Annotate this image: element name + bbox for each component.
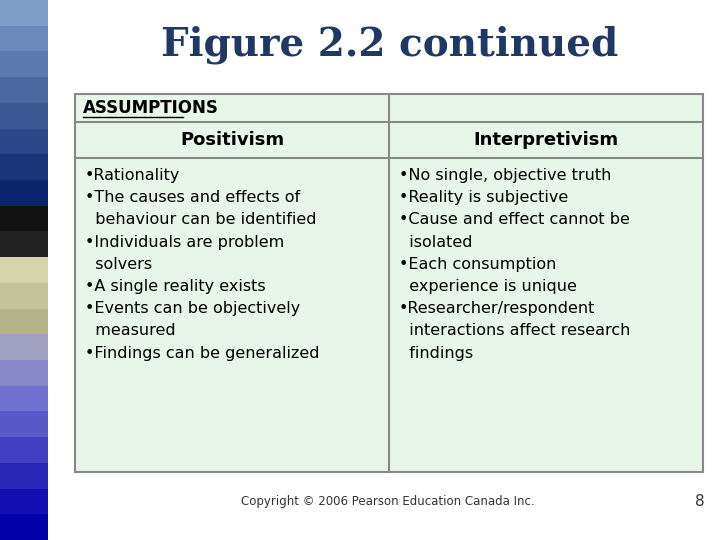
- FancyBboxPatch shape: [0, 411, 48, 437]
- FancyBboxPatch shape: [0, 514, 48, 540]
- FancyBboxPatch shape: [0, 26, 48, 51]
- FancyBboxPatch shape: [0, 180, 48, 206]
- FancyBboxPatch shape: [0, 51, 48, 77]
- Text: •Rationality
•The causes and effects of
  behaviour can be identified
•Individua: •Rationality •The causes and effects of …: [85, 168, 320, 361]
- Text: Interpretivism: Interpretivism: [474, 131, 618, 149]
- FancyBboxPatch shape: [0, 77, 48, 103]
- FancyBboxPatch shape: [0, 463, 48, 489]
- FancyBboxPatch shape: [0, 154, 48, 180]
- Text: Copyright © 2006 Pearson Education Canada Inc.: Copyright © 2006 Pearson Education Canad…: [241, 496, 535, 509]
- Text: ASSUMPTIONS: ASSUMPTIONS: [83, 99, 219, 117]
- FancyBboxPatch shape: [0, 360, 48, 386]
- FancyBboxPatch shape: [0, 129, 48, 154]
- FancyBboxPatch shape: [0, 334, 48, 360]
- FancyBboxPatch shape: [0, 206, 48, 232]
- FancyBboxPatch shape: [75, 94, 703, 472]
- FancyBboxPatch shape: [0, 257, 48, 283]
- FancyBboxPatch shape: [0, 232, 48, 257]
- FancyBboxPatch shape: [0, 103, 48, 129]
- Text: 8: 8: [696, 495, 705, 510]
- FancyBboxPatch shape: [0, 437, 48, 463]
- Text: Figure 2.2 continued: Figure 2.2 continued: [161, 26, 618, 64]
- FancyBboxPatch shape: [0, 386, 48, 411]
- FancyBboxPatch shape: [0, 283, 48, 308]
- Text: •No single, objective truth
•Reality is subjective
•Cause and effect cannot be
 : •No single, objective truth •Reality is …: [399, 168, 631, 361]
- FancyBboxPatch shape: [0, 308, 48, 334]
- Text: Positivism: Positivism: [180, 131, 284, 149]
- FancyBboxPatch shape: [0, 0, 48, 26]
- FancyBboxPatch shape: [0, 489, 48, 514]
